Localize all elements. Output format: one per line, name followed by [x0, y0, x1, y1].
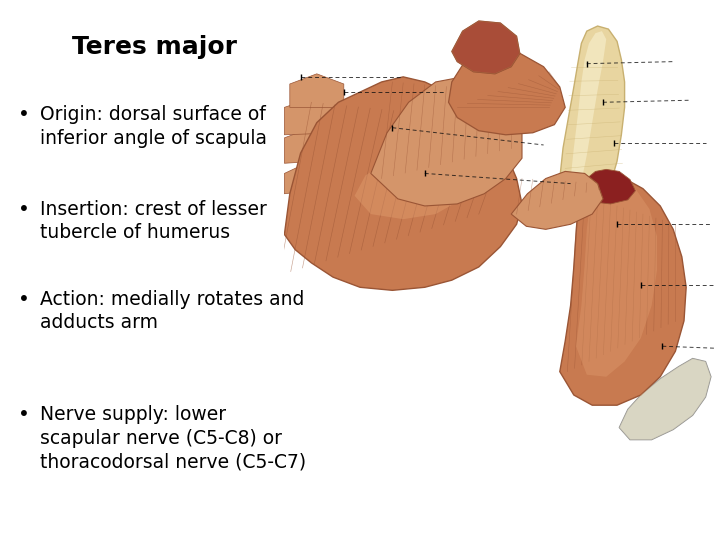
Text: •: •: [18, 290, 30, 309]
Text: •: •: [18, 405, 30, 424]
Text: •: •: [18, 105, 30, 124]
Polygon shape: [619, 359, 711, 440]
Polygon shape: [284, 163, 328, 194]
Polygon shape: [560, 26, 624, 204]
Polygon shape: [289, 74, 344, 107]
Polygon shape: [284, 97, 338, 135]
Polygon shape: [449, 46, 565, 135]
Polygon shape: [570, 31, 606, 181]
Polygon shape: [576, 181, 657, 377]
Polygon shape: [355, 148, 479, 219]
Polygon shape: [452, 21, 520, 74]
Polygon shape: [560, 176, 686, 405]
Text: Nerve supply: lower
scapular nerve (C5-C8) or
thoracodorsal nerve (C5-C7): Nerve supply: lower scapular nerve (C5-C…: [40, 405, 306, 471]
Polygon shape: [619, 359, 711, 440]
Text: Teres major: Teres major: [73, 35, 238, 59]
Text: •: •: [18, 200, 30, 219]
Polygon shape: [452, 21, 520, 74]
Polygon shape: [582, 170, 635, 204]
Polygon shape: [284, 127, 333, 163]
Text: Action: medially rotates and
adducts arm: Action: medially rotates and adducts arm: [40, 290, 305, 333]
Text: Insertion: crest of lesser
tubercle of humerus: Insertion: crest of lesser tubercle of h…: [40, 200, 267, 242]
Polygon shape: [511, 171, 603, 230]
Text: Origin: dorsal surface of
inferior angle of scapula: Origin: dorsal surface of inferior angle…: [40, 105, 267, 147]
Polygon shape: [284, 77, 522, 291]
Polygon shape: [371, 77, 522, 206]
